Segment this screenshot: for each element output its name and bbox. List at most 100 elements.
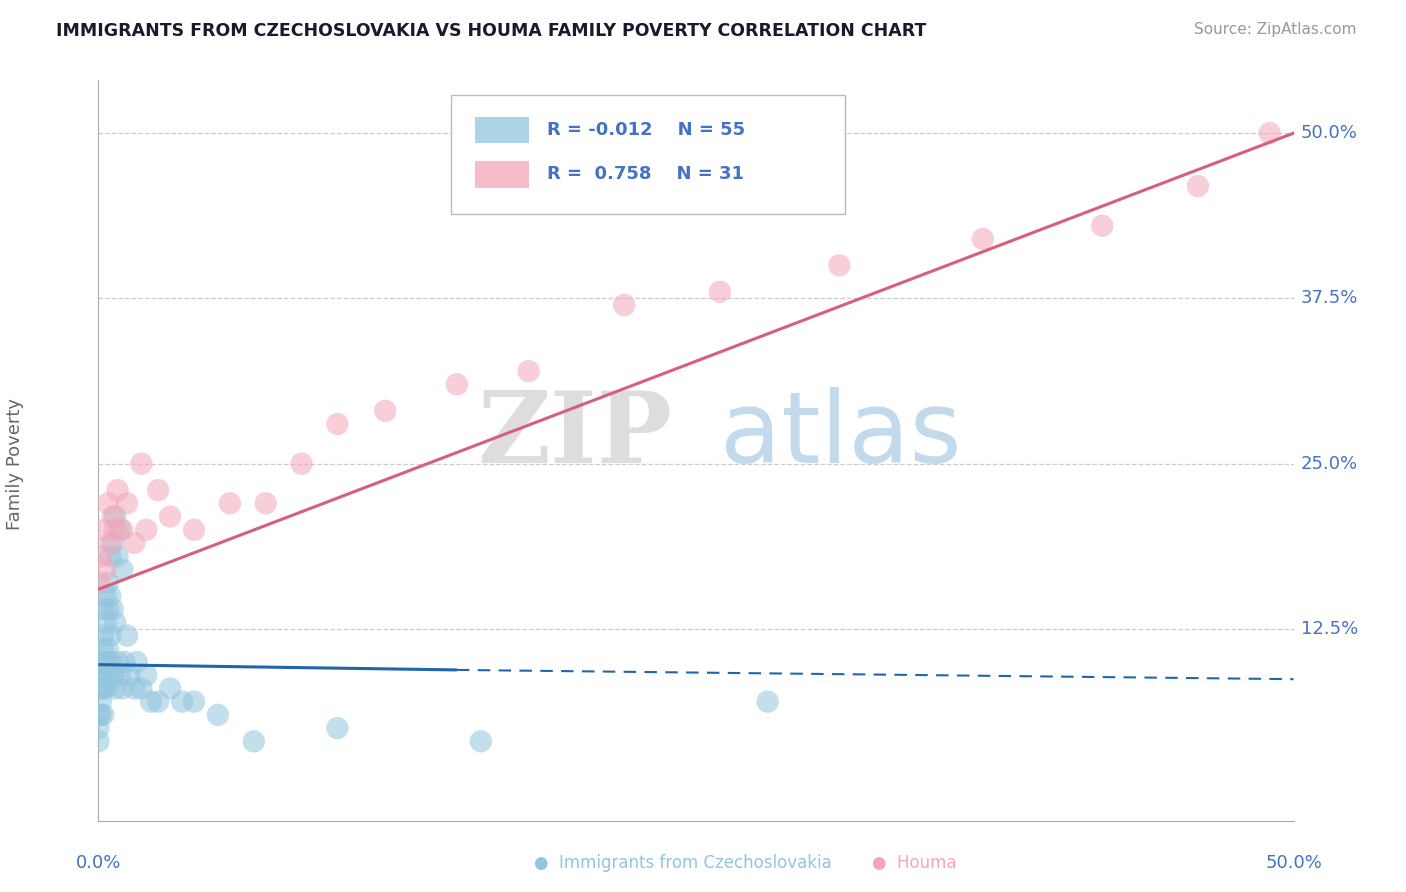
Point (111, 562, 134, 576)
Point (326, 721, 349, 735)
Point (148, 695, 170, 709)
Point (159, 509, 181, 524)
Point (97, 575, 120, 590)
Point (446, 377, 468, 392)
Point (108, 668, 131, 682)
Point (104, 681, 127, 696)
Point (207, 707, 229, 722)
Point (104, 615, 127, 630)
Point (90, 655, 112, 669)
Point (91, 707, 114, 722)
Point (94, 589, 117, 603)
Point (108, 523, 131, 537)
Point (101, 668, 124, 682)
Point (124, 681, 146, 696)
Point (94, 615, 117, 630)
Point (139, 695, 162, 709)
Point (219, 496, 242, 510)
Point (183, 695, 205, 709)
Point (115, 629, 138, 643)
Point (91, 668, 114, 682)
Text: 50.0%: 50.0% (1265, 854, 1322, 871)
Point (90, 549, 112, 564)
Point (90, 707, 112, 722)
Text: R = -0.012    N = 55: R = -0.012 N = 55 (547, 121, 745, 139)
Point (94, 562, 117, 576)
Point (97, 496, 120, 510)
Point (98, 549, 122, 564)
Point (291, 457, 314, 471)
Point (972, 232, 994, 246)
Point (243, 734, 266, 748)
Point (101, 509, 124, 524)
Point (115, 496, 138, 510)
Point (125, 655, 148, 669)
Point (374, 404, 396, 418)
Point (183, 523, 205, 537)
Point (87, 707, 110, 722)
FancyBboxPatch shape (475, 117, 529, 144)
Point (709, 285, 731, 299)
Point (87, 721, 110, 735)
Text: 12.5%: 12.5% (1301, 620, 1358, 638)
Point (118, 668, 141, 682)
FancyBboxPatch shape (451, 95, 845, 213)
Point (104, 523, 127, 537)
Text: ●  Immigrants from Czechoslovakia: ● Immigrants from Czechoslovakia (534, 855, 832, 872)
Point (517, 364, 540, 378)
Point (90, 668, 112, 682)
Point (756, 695, 779, 709)
Point (124, 536, 146, 550)
Point (470, 734, 492, 748)
Point (90, 695, 112, 709)
Point (104, 509, 127, 524)
Text: atlas: atlas (720, 387, 962, 484)
Text: 25.0%: 25.0% (1301, 455, 1358, 473)
Point (159, 681, 181, 696)
Point (91, 641, 114, 656)
Text: 37.5%: 37.5% (1301, 289, 1358, 308)
Point (114, 655, 136, 669)
Point (135, 668, 157, 682)
Point (87, 734, 110, 748)
Point (828, 259, 851, 273)
Point (91, 681, 114, 696)
Point (91, 602, 114, 616)
Point (131, 457, 153, 471)
FancyBboxPatch shape (475, 161, 529, 187)
Point (94, 681, 117, 696)
Point (111, 523, 134, 537)
Point (94, 655, 117, 669)
Point (135, 523, 157, 537)
Point (254, 496, 277, 510)
Text: IMMIGRANTS FROM CZECHOSLOVAKIA VS HOUMA FAMILY POVERTY CORRELATION CHART: IMMIGRANTS FROM CZECHOSLOVAKIA VS HOUMA … (56, 22, 927, 40)
Point (326, 417, 349, 431)
Point (131, 681, 153, 696)
Point (98, 536, 122, 550)
Text: 0.0%: 0.0% (76, 854, 121, 871)
Point (91, 523, 114, 537)
Point (111, 681, 134, 696)
Text: Family Poverty: Family Poverty (6, 398, 24, 530)
Point (101, 536, 124, 550)
Point (1258, 126, 1281, 140)
Point (97, 668, 120, 682)
Point (98, 589, 122, 603)
Point (1091, 219, 1114, 233)
Text: ●  Houma: ● Houma (872, 855, 956, 872)
Point (107, 655, 129, 669)
Text: R =  0.758    N = 31: R = 0.758 N = 31 (547, 165, 744, 183)
Point (97, 641, 120, 656)
Text: Source: ZipAtlas.com: Source: ZipAtlas.com (1194, 22, 1357, 37)
Point (613, 298, 636, 312)
Text: 50.0%: 50.0% (1301, 124, 1358, 142)
Point (97, 602, 120, 616)
Point (148, 483, 170, 497)
Point (1187, 179, 1209, 194)
Point (98, 655, 122, 669)
Point (107, 549, 129, 564)
Point (172, 695, 194, 709)
Text: ZIP: ZIP (477, 387, 672, 484)
Point (101, 602, 124, 616)
Point (90, 681, 112, 696)
